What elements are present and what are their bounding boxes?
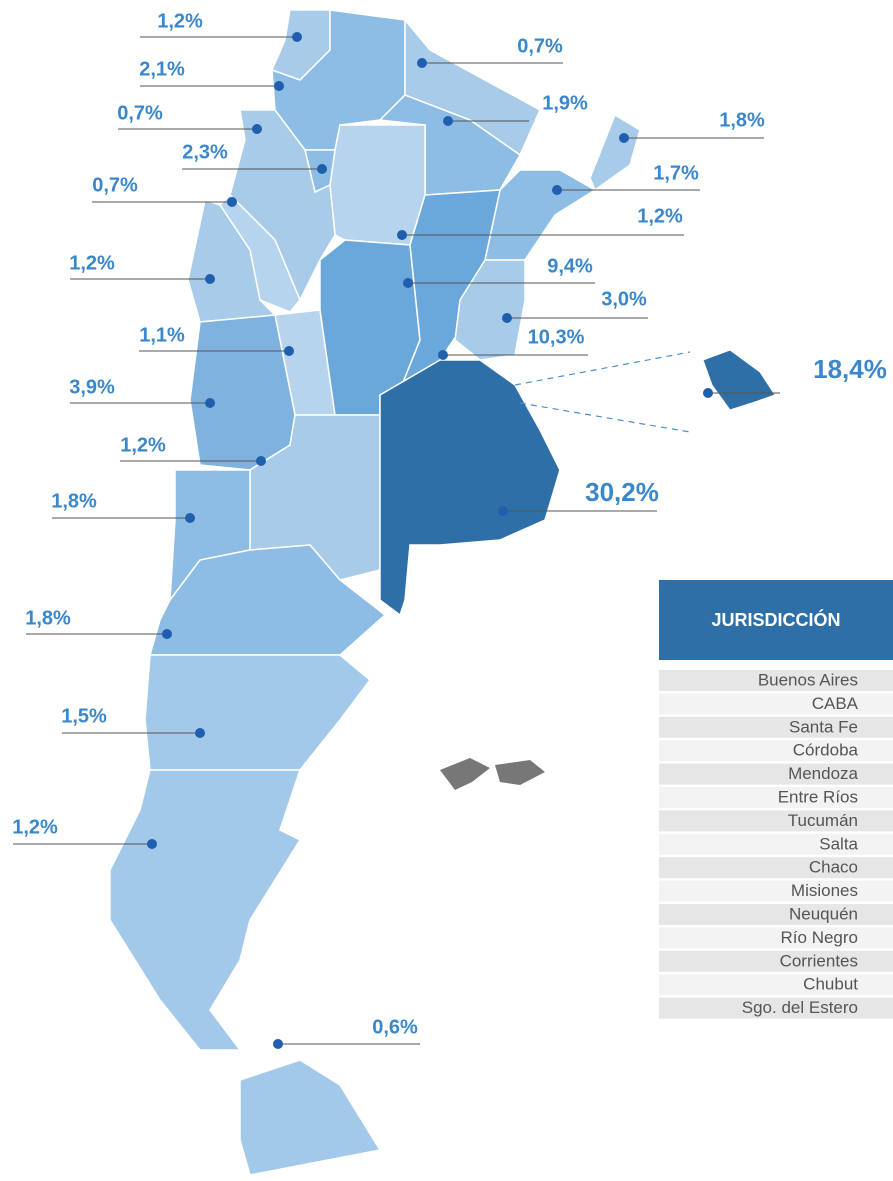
marker-dot [498, 506, 508, 516]
inset-connector [514, 351, 691, 386]
value-label: 1,2% [69, 252, 115, 274]
value-label: 3,0% [601, 288, 647, 310]
table-cell: Buenos Aires [758, 670, 858, 689]
province [239, 1059, 382, 1176]
marker-dot [502, 313, 512, 323]
table-cell: CABA [812, 694, 859, 713]
table-cell: Misiones [791, 881, 858, 900]
marker-dot [619, 133, 629, 143]
value-label: 1,9% [542, 92, 588, 114]
value-label: 1,8% [51, 490, 97, 512]
table-cell: Corrientes [780, 951, 858, 970]
table-cell: Chubut [803, 975, 858, 994]
table-row-bg [659, 740, 893, 762]
table-row-bg [659, 974, 893, 996]
marker-dot [273, 1039, 283, 1049]
value-label: 1,7% [653, 162, 699, 184]
province [229, 109, 336, 302]
table-row-bg [659, 857, 893, 879]
table-row-bg [659, 670, 893, 691]
table-cell: Mendoza [788, 764, 858, 783]
value-label: 2,3% [182, 141, 228, 163]
inset-connector [519, 402, 691, 433]
province [144, 654, 372, 771]
value-label: 10,3% [528, 326, 585, 348]
marker-dot [317, 164, 327, 174]
value-label: 3,9% [69, 376, 115, 398]
value-label: 9,4% [547, 255, 593, 277]
islands [440, 758, 545, 790]
value-label: 0,7% [117, 102, 163, 124]
value-label: 1,2% [120, 434, 166, 456]
value-label: 1,8% [25, 607, 71, 629]
value-label: 1,5% [61, 705, 107, 727]
value-label: 0,7% [517, 35, 563, 57]
table-cell: Tucumán [788, 811, 858, 830]
marker-dot [397, 230, 407, 240]
table-cell: Sgo. del Estero [742, 998, 858, 1017]
value-label: 1,2% [12, 816, 58, 838]
value-label: 1,2% [157, 10, 203, 32]
marker-dot [438, 350, 448, 360]
marker-dot [274, 81, 284, 91]
table-row-bg [659, 716, 893, 738]
table-row-bg [659, 763, 893, 785]
province [187, 199, 277, 323]
table-cell: Entre Ríos [778, 787, 858, 806]
marker-dot [552, 185, 562, 195]
table-row-bg [659, 997, 893, 1019]
marker-dot [417, 58, 427, 68]
province [589, 113, 641, 192]
value-label: 2,1% [139, 58, 185, 80]
table-row-bg [659, 833, 893, 855]
marker-dot [162, 629, 172, 639]
province [329, 124, 426, 246]
province [379, 359, 561, 617]
table-row-bg [659, 880, 893, 902]
value-label: 1,8% [719, 109, 765, 131]
table-cell: Santa Fe [789, 717, 858, 736]
caba-inset [702, 349, 776, 411]
table-row-bg [659, 950, 893, 972]
marker-dot [703, 388, 713, 398]
marker-dot [403, 278, 413, 288]
value-label: 30,2% [585, 477, 659, 507]
table-cell: Neuquén [789, 904, 858, 923]
table-cell: Salta [819, 834, 858, 853]
marker-dot [292, 32, 302, 42]
marker-dot [205, 398, 215, 408]
table-row-bg [659, 787, 893, 808]
province [109, 769, 302, 1051]
table-row-bg [659, 810, 893, 832]
marker-dot [195, 728, 205, 738]
marker-dot [147, 839, 157, 849]
table-header-bg [659, 580, 893, 660]
marker-dot [284, 346, 294, 356]
table-row-bg [659, 693, 893, 715]
marker-dot [185, 513, 195, 523]
marker-dot [443, 116, 453, 126]
table-row-bg [659, 904, 893, 925]
value-label: 0,6% [372, 1016, 418, 1038]
marker-dot [252, 124, 262, 134]
table-cell: Córdoba [793, 741, 859, 760]
table-cell: Río Negro [781, 928, 858, 947]
province [454, 259, 526, 361]
table-header: JURISDICCIÓN [711, 609, 840, 630]
province [149, 544, 387, 656]
table-cell: Chaco [809, 858, 858, 877]
value-label: 0,7% [92, 174, 138, 196]
marker-dot [205, 274, 215, 284]
marker-dot [256, 456, 266, 466]
table-row-bg [659, 927, 893, 949]
value-label: 18,4% [813, 354, 887, 384]
value-label: 1,2% [637, 205, 683, 227]
province [189, 314, 296, 471]
value-label: 1,1% [139, 324, 185, 346]
marker-dot [227, 197, 237, 207]
